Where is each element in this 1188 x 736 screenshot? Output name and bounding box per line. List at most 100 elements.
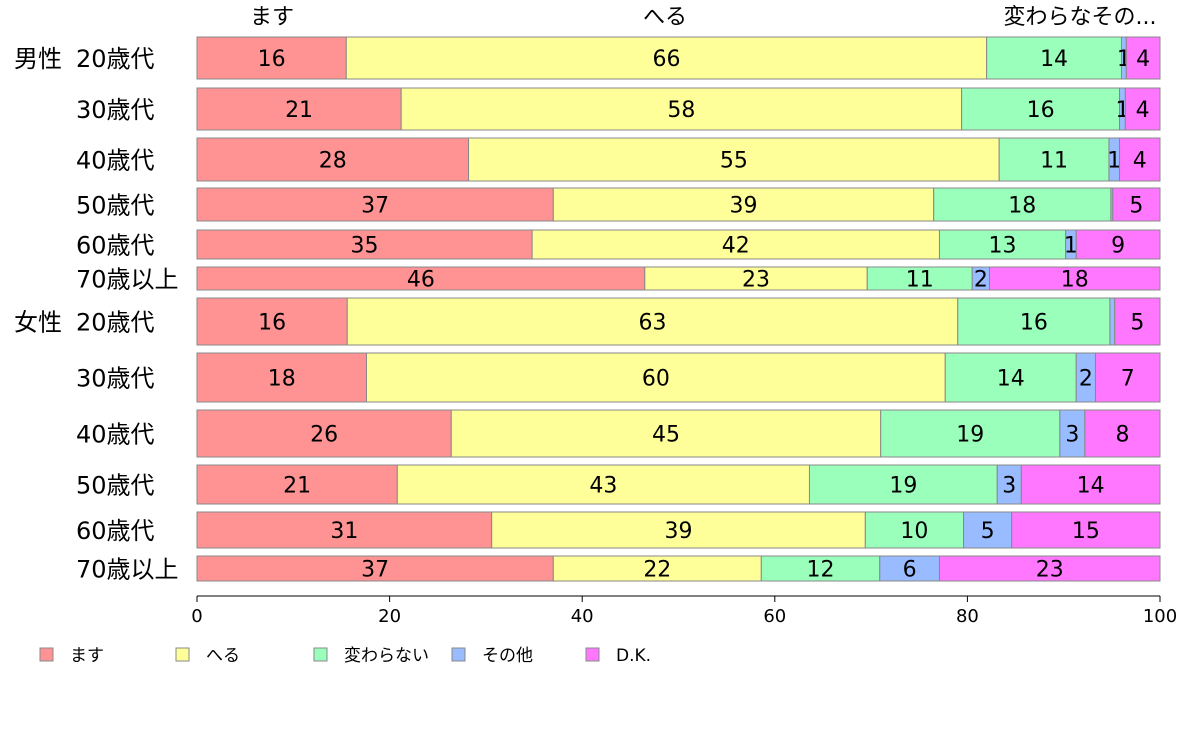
top-label: へる [643,5,687,30]
bar-segment [196,511,493,549]
data-label: 8 [1115,423,1129,448]
row-label: 30歳代 [76,96,155,124]
row-label: 70歳以上 [76,266,179,294]
bar-segment [196,409,452,458]
row-label: 40歳代 [76,421,155,449]
data-label: 1 [1064,234,1078,259]
x-axis: 0 20 40 60 80 100 [191,595,1177,627]
row-label: 60歳代 [76,232,155,260]
data-label: 19 [956,423,984,448]
legend-label: その他 [482,646,533,666]
bar-segment [346,297,959,346]
bar-segment [1125,36,1161,80]
bar-segment [957,297,1111,346]
bar-segment [196,229,533,260]
data-label: 66 [652,47,680,72]
data-label: 31 [330,519,358,544]
bar-segment [345,36,988,80]
legend-swatch [313,647,328,662]
data-label: 22 [643,558,671,583]
row-label: 50歳代 [76,472,155,500]
data-label: 10 [900,519,928,544]
data-label: 4 [1133,149,1147,174]
legend-item: ます [39,646,104,666]
bar-segment [808,464,998,505]
legend-item: その他 [451,646,533,666]
x-tick-label: 60 [763,606,786,627]
data-label: 28 [319,149,347,174]
data-label: 14 [1040,47,1068,72]
data-label: 14 [1077,474,1105,499]
bar-segment [196,36,347,80]
data-label: 11 [1040,149,1068,174]
bar-row: 21 58 16 1 4 [196,87,1161,131]
bar-segment [196,352,367,403]
bar-row: 35 42 13 1 9 [196,229,1161,260]
bar-segment [1011,511,1161,549]
data-label: 58 [667,98,695,123]
data-label: 18 [1008,194,1036,219]
data-label: 21 [285,98,313,123]
row-label: 30歳代 [76,365,155,393]
data-label: 15 [1072,519,1100,544]
bar-segment [1124,87,1161,131]
data-label: 26 [310,423,338,448]
group-label: 男性 [14,45,62,73]
legend-swatch [585,647,600,662]
row-label: 40歳代 [76,147,155,175]
bar-segment [196,187,554,222]
bar-segment [552,187,935,222]
data-label: 12 [807,558,835,583]
bar-segment [1114,297,1161,346]
x-tick-label: 80 [956,606,979,627]
bar-segment [1094,352,1161,403]
data-label: 63 [638,311,666,336]
data-label: 7 [1121,367,1135,392]
bar-segment [396,464,810,505]
data-label: 60 [642,367,670,392]
bar-segment [1119,137,1161,182]
bar-segment [1075,229,1161,260]
bar-segment [986,36,1122,80]
data-label: 16 [258,47,286,72]
data-label: 39 [665,519,693,544]
bar-segment [760,555,881,582]
bar-segment [196,464,398,505]
legend-label: へる [206,646,240,666]
data-label: 16 [258,311,286,336]
bar-row: 28 55 11 1 4 [196,137,1161,182]
bar-segment [1020,464,1161,505]
bar-segment [365,352,946,403]
data-label: 46 [407,268,435,293]
data-label: 55 [720,149,748,174]
bar-row: 46 23 11 2 18 [196,266,1161,293]
row-label: 70歳以上 [76,556,179,584]
data-label: 4 [1136,47,1150,72]
row-label: 60歳代 [76,517,155,545]
data-label: 9 [1111,234,1125,259]
legend-swatch [175,647,190,662]
plot-area: 16 66 14 1 421 58 16 1 428 55 11 1 437 39 18 535 42 13 1 94… [196,36,1161,583]
group-label: 女性 [14,309,62,337]
bar-segment [196,297,348,346]
bar-row: 37 39 18 5 [196,187,1161,222]
data-label: 39 [730,194,758,219]
data-label: 37 [361,558,389,583]
data-label: 23 [1036,558,1064,583]
row-label: 50歳代 [76,192,155,220]
bar-segment [961,87,1121,131]
bar-row: 26 45 19 3 8 [196,409,1161,458]
row-label: 20歳代 [76,309,155,337]
legend-swatch [39,647,54,662]
legend-item: 変わらない [313,646,429,666]
data-label: 37 [361,194,389,219]
top-category-labels: ます へる 変わらなその... [250,5,1157,30]
data-label: 21 [283,474,311,499]
row-label: 20歳代 [76,45,155,73]
data-label: 11 [906,268,934,293]
legend-label: ます [70,646,104,666]
data-label: 5 [981,519,995,544]
bar-segment [989,266,1161,291]
data-label: 42 [722,234,750,259]
